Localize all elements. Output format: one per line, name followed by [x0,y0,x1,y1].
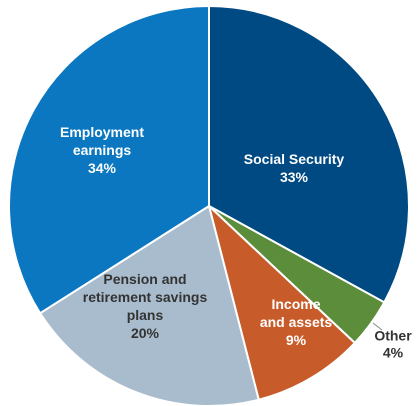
slice-label-income-and-assets-line-1: and assets [260,314,333,330]
pie-slice-social-security [208,5,410,304]
pie-slice-pension-and-retirement-savings-plans [39,205,260,406]
pie-slice-employment-earnings [8,5,210,315]
slice-label-income-and-assets-line-0: Income [271,296,320,312]
slice-label-social-security-line-1: 33% [280,169,309,185]
slice-label-other-line-1: 4% [383,345,404,361]
slice-label-other-line-0: Other [374,328,412,344]
slice-label-income-and-assets-line-2: 9% [286,332,307,348]
slice-label-pension-and-retirement-savings-plans-line-1: retirement savings [83,289,208,305]
slice-label-employment-earnings-line-2: 34% [88,160,117,176]
slice-label-employment-earnings-line-1: earnings [73,142,132,158]
slice-label-pension-and-retirement-savings-plans-line-3: 20% [131,325,160,341]
pie-slices [8,5,410,406]
slice-label-pension-and-retirement-savings-plans-line-0: Pension and [103,271,186,287]
slice-label-pension-and-retirement-savings-plans-line-2: plans [127,307,164,323]
slice-label-employment-earnings-line-0: Employment [60,124,144,140]
pie-slice-income-and-assets [208,205,356,401]
slice-label-social-security-line-0: Social Security [244,151,345,167]
other-leader-line [372,322,383,331]
